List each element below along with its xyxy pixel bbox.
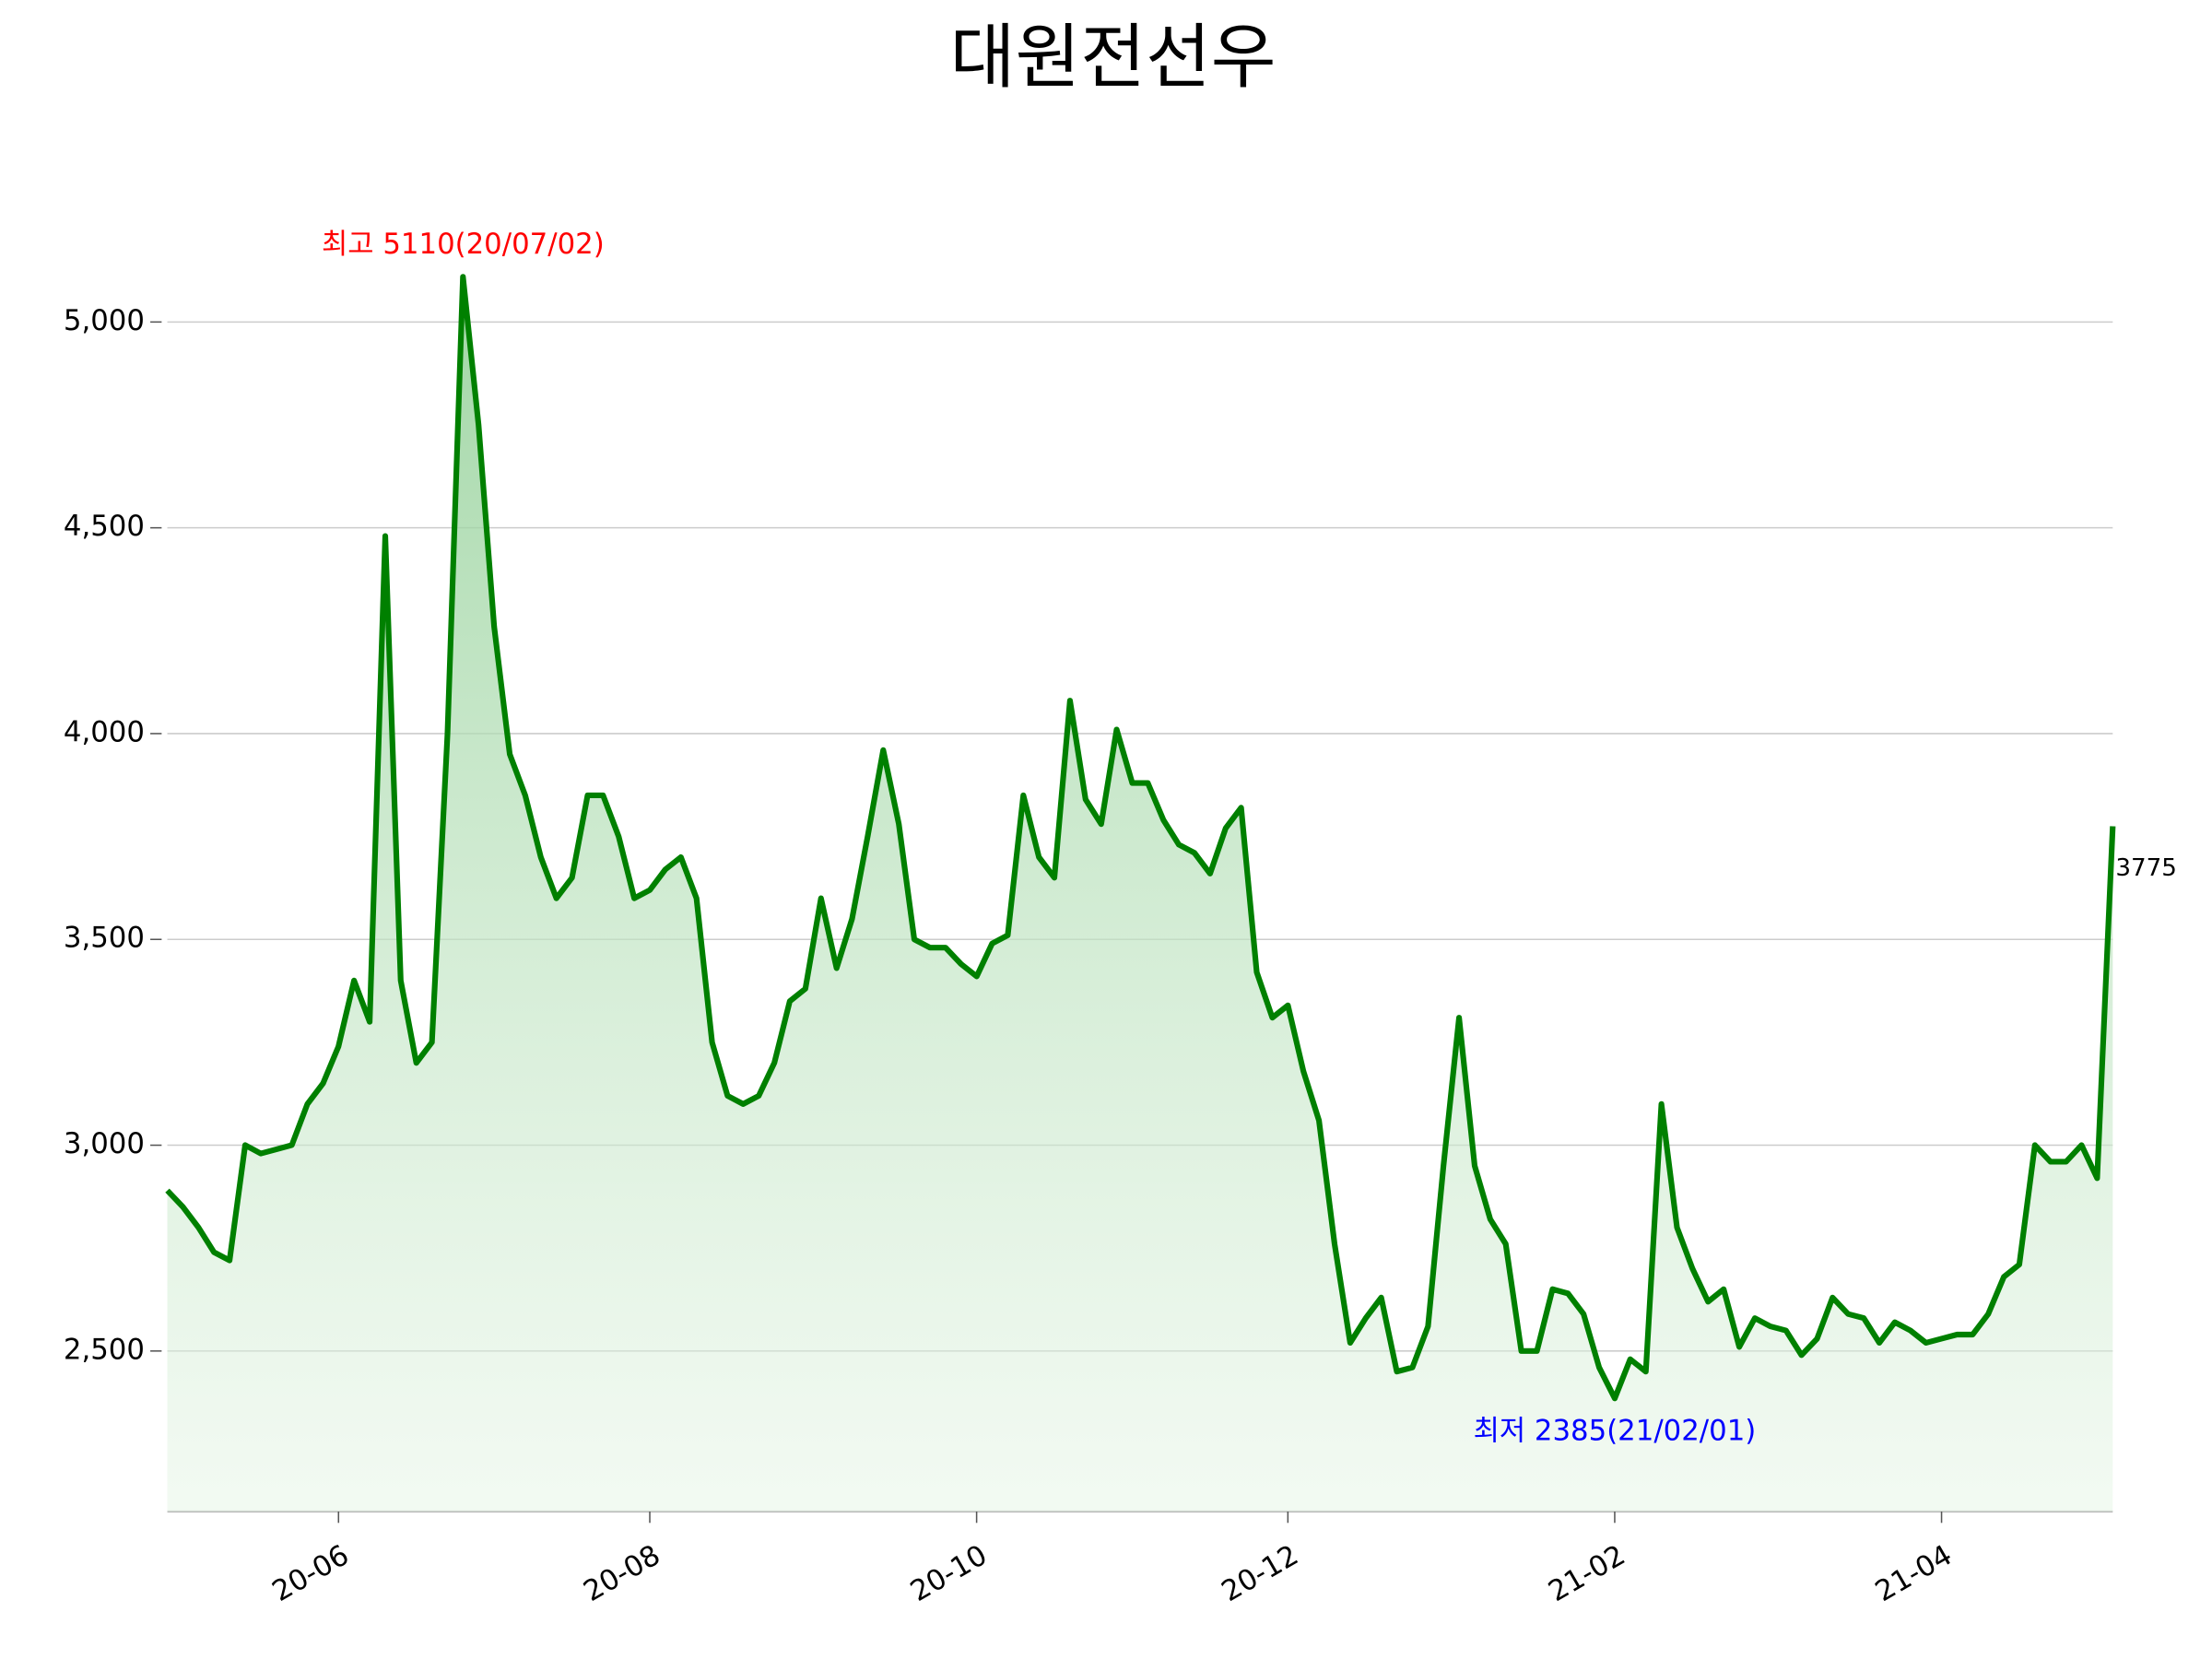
price-line bbox=[165, 274, 2116, 1402]
x-tick-label: 20-10 bbox=[905, 1538, 993, 1608]
y-tick-label: 4,000 bbox=[64, 715, 145, 748]
last-value-label: 3775 bbox=[2115, 854, 2177, 882]
y-tick-label: 3,500 bbox=[64, 922, 145, 955]
x-tick-label: 20-06 bbox=[266, 1538, 354, 1608]
x-tick-label: 21-02 bbox=[1543, 1538, 1630, 1608]
min-annotation: 최저 2385(21/02/01) bbox=[1474, 1415, 1757, 1448]
max-annotation: 최고 5110(20/07/02) bbox=[322, 228, 605, 261]
x-tick-label: 20-08 bbox=[578, 1538, 665, 1608]
x-tick-label: 20-12 bbox=[1216, 1538, 1303, 1608]
area-fill bbox=[167, 276, 2113, 1512]
y-tick-label: 5,000 bbox=[64, 304, 145, 337]
y-tick-label: 3,000 bbox=[64, 1127, 145, 1160]
y-tick-label: 2,500 bbox=[64, 1333, 145, 1366]
x-tick-label: 21-04 bbox=[1870, 1538, 1958, 1608]
chart-title: 대원전선우 bbox=[950, 18, 1277, 100]
y-tick-label: 4,500 bbox=[64, 510, 145, 543]
